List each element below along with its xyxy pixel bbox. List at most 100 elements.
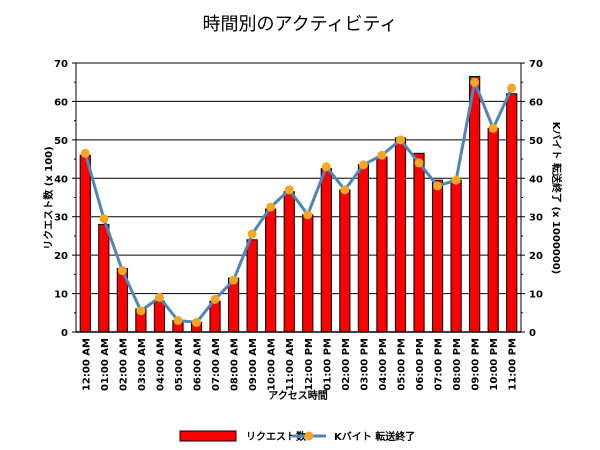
- line-point: [210, 294, 220, 304]
- y-right-tick-label: 60: [529, 97, 543, 108]
- legend-line-marker: [304, 431, 314, 441]
- y-axis-left-ticks: 0 10 20 30 40 50 60 70: [54, 59, 68, 339]
- legend-line-label: Kバイト 転送終了: [334, 430, 415, 443]
- bar: [79, 154, 91, 333]
- x-tick-label: 03:00 PM: [359, 338, 370, 391]
- bar: [376, 156, 388, 333]
- x-tick-label: 02:00 PM: [341, 338, 352, 391]
- x-tick-label: 01:00 PM: [322, 338, 333, 391]
- line-point: [470, 77, 480, 87]
- x-tick-label: 05:00 AM: [174, 338, 185, 391]
- line-point: [414, 158, 424, 168]
- y-left-tick-label: 0: [61, 328, 68, 339]
- line-point: [80, 148, 90, 158]
- y-right-tick-label: 20: [529, 251, 543, 262]
- y-right-tick-label: 30: [529, 213, 543, 224]
- line-point: [192, 317, 202, 327]
- y-left-tick-label: 10: [54, 290, 68, 301]
- line-point: [284, 185, 294, 195]
- bar: [394, 137, 407, 333]
- x-tick-label: 07:00 PM: [434, 338, 445, 391]
- bar: [450, 179, 462, 333]
- bar: [283, 191, 295, 333]
- x-tick-label: 10:00 AM: [267, 338, 278, 391]
- line-point: [229, 275, 239, 285]
- bar: [265, 208, 277, 333]
- x-axis-label: アクセス時間: [268, 389, 328, 402]
- x-tick-label: 04:00 PM: [378, 338, 389, 391]
- y-left-tick-label: 20: [54, 251, 68, 262]
- bar: [431, 179, 444, 333]
- line-point: [303, 210, 313, 220]
- line-point: [340, 185, 350, 195]
- line-point: [507, 83, 517, 93]
- line-point: [247, 229, 257, 239]
- x-tick-label: 09:00 AM: [248, 338, 259, 391]
- x-tick-label: 01:00 AM: [100, 338, 111, 391]
- x-tick-label: 04:00 AM: [155, 338, 166, 391]
- x-tick-label: 12:00 PM: [304, 338, 315, 391]
- y-left-tick-label: 40: [54, 174, 68, 185]
- bar: [413, 152, 425, 333]
- line-point: [451, 175, 461, 185]
- y-right-tick-label: 0: [529, 328, 536, 339]
- line-point: [377, 150, 387, 160]
- bar: [320, 168, 332, 333]
- bar: [98, 223, 110, 333]
- bar: [469, 75, 481, 333]
- line-point: [154, 292, 164, 302]
- x-tick-label: 06:00 PM: [415, 338, 426, 391]
- x-tick-label: 11:00 AM: [285, 338, 296, 391]
- y-axis-right-label: Kバイト 転送終了 (x 1000000): [550, 122, 563, 275]
- bar: [357, 164, 369, 333]
- line-point: [321, 162, 331, 172]
- y-left-tick-label: 30: [54, 213, 68, 224]
- bar: [302, 214, 314, 333]
- y-right-tick-label: 40: [529, 174, 543, 185]
- y-right-tick-label: 50: [529, 136, 543, 147]
- y-left-tick-label: 70: [54, 59, 68, 70]
- legend-bar-swatch: [179, 430, 237, 442]
- bar: [153, 300, 166, 333]
- line-point: [488, 123, 498, 133]
- line-point: [173, 315, 183, 325]
- line-point: [358, 160, 368, 170]
- bar: [228, 277, 240, 333]
- line-point: [136, 306, 146, 316]
- grid-lines: [76, 62, 521, 332]
- bar: [487, 127, 499, 333]
- y-left-tick-label: 60: [54, 97, 68, 108]
- x-tick-label: 07:00 AM: [211, 338, 222, 391]
- y-right-tick-label: 70: [529, 59, 543, 70]
- axes: [72, 62, 525, 333]
- bar: [339, 189, 351, 333]
- x-tick-label: 08:00 PM: [452, 338, 463, 391]
- line-point: [433, 181, 443, 191]
- line-point: [395, 135, 405, 145]
- x-tick-label: 06:00 AM: [193, 338, 204, 391]
- legend-bar-label: リクエスト数: [246, 430, 307, 443]
- bar: [246, 239, 258, 333]
- x-tick-label: 03:00 AM: [137, 338, 148, 391]
- x-tick-label: 11:00 PM: [508, 338, 519, 391]
- x-tick-label: 02:00 AM: [118, 338, 129, 391]
- x-axis-ticks: 12:00 AM 01:00 AM 02:00 AM 03:00 AM 04:00 AM…: [81, 338, 518, 391]
- chart-title: 時間別のアクティビティ: [203, 14, 398, 35]
- y-axis-right-ticks: 0 10 20 30 40 50 60 70: [529, 59, 543, 339]
- line-point: [266, 202, 276, 212]
- line-series: [80, 77, 517, 327]
- x-tick-label: 10:00 PM: [489, 338, 500, 391]
- line-point: [99, 214, 109, 224]
- line-point: [117, 266, 127, 276]
- x-tick-label: 05:00 PM: [396, 338, 407, 391]
- plot-area: [76, 63, 521, 332]
- y-axis-left-label: リクエスト数 (x 100): [42, 146, 55, 249]
- x-tick-label: 09:00 PM: [471, 338, 482, 391]
- y-right-tick-label: 10: [529, 290, 543, 301]
- legend: リクエスト数 Kバイト 転送終了: [179, 430, 415, 443]
- y-left-tick-label: 50: [54, 136, 68, 147]
- x-tick-label: 12:00 AM: [81, 338, 92, 391]
- bar: [506, 93, 518, 333]
- x-tick-label: 08:00 AM: [230, 338, 241, 391]
